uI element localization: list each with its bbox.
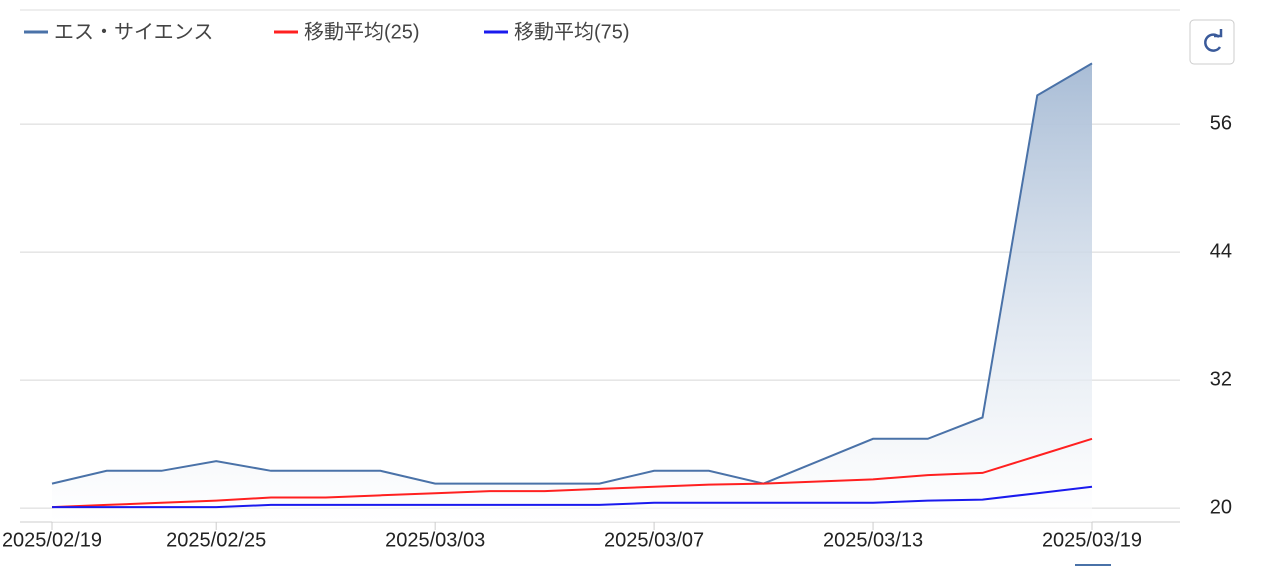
series-line — [52, 485, 1093, 509]
x-tick-label: 2025/03/19 — [1042, 529, 1142, 551]
navigator-marker — [1075, 564, 1111, 566]
y-tick-label: 44 — [1210, 240, 1232, 262]
legend-label: 移動平均(25) — [304, 20, 420, 43]
x-tick-label: 2025/02/19 — [2, 529, 102, 551]
x-tick-label: 2025/03/13 — [823, 529, 923, 551]
legend-item: 移動平均(75) — [484, 20, 630, 43]
y-tick-label: 56 — [1210, 112, 1232, 134]
x-tick-label: 2025/02/25 — [166, 529, 266, 551]
legend-item: エス・サイエンス — [24, 21, 213, 43]
x-tick-label: 2025/03/07 — [604, 529, 704, 551]
y-tick-label: 20 — [1210, 496, 1232, 518]
series-line — [51, 62, 1093, 485]
series-line — [51, 437, 1093, 509]
y-tick-label: 32 — [1210, 368, 1232, 390]
reload-icon-arrow[interactable] — [1214, 29, 1223, 38]
legend-label: エス・サイエンス — [54, 21, 213, 43]
reload-button[interactable] — [1189, 19, 1235, 65]
x-tick-label: 2025/03/03 — [385, 529, 485, 551]
reload-button-box[interactable] — [1189, 19, 1235, 65]
series-area — [52, 63, 1092, 522]
legend-label: 移動平均(75) — [514, 20, 630, 43]
legend-item: 移動平均(25) — [274, 20, 420, 43]
